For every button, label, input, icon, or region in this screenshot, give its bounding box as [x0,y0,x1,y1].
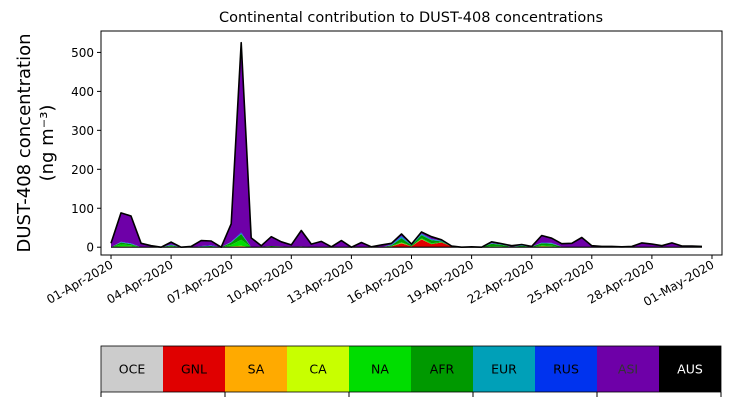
legend-swatch-aus [659,346,721,392]
y-tick-label-400: 400 [71,85,94,99]
legend-label-rus: RUS [553,362,579,377]
area-na [111,238,702,248]
area-edges [110,41,703,248]
y-tick-label-200: 200 [71,163,94,177]
y-axis-label-line1: DUST-408 concentration [14,33,35,252]
chart-title: Continental contribution to DUST-408 con… [219,10,603,26]
legend-swatch-afr [411,346,473,392]
y-tick-label-300: 300 [71,124,94,138]
legend-label-afr: AFR [430,362,455,377]
legend-label-aus: AUS [677,362,703,377]
continent-legend: OCE GNL SA CA NA AFR EUR RUS ASI AUS [100,345,722,397]
legend-label-oce: OCE [119,362,146,377]
y-tick-label-500: 500 [71,46,94,60]
legend-label-ca: CA [309,362,327,377]
area-afr [111,234,702,248]
legend-label-na: NA [371,362,389,377]
legend-label-gnl: GNL [181,362,207,377]
y-axis: 0 100 200 300 400 500 [71,46,101,255]
legend-label-eur: EUR [491,362,517,377]
legend-swatch-sa [225,346,287,392]
y-tick-label-0: 0 [86,241,94,255]
legend-swatch-oce [101,346,163,392]
y-axis-label-line2: (ng m⁻³) [37,105,58,182]
y-axis-label: DUST-408 concentration (ng m⁻³) [14,33,58,252]
legend-swatch-na [349,346,411,392]
legend-label-asi: ASI [618,362,638,377]
y-tick-label-100: 100 [71,202,94,216]
legend-swatch-eur [473,346,535,392]
legend-swatch-ca [287,346,349,392]
legend-label-sa: SA [248,362,265,377]
area-gnl [111,239,702,248]
legend-frame [100,345,722,393]
stacked-areas [111,42,702,248]
legend-swatch-gnl [163,346,225,392]
legend-swatch-rus [535,346,597,392]
total-outline [110,41,703,248]
legend-swatch-asi [597,346,659,392]
